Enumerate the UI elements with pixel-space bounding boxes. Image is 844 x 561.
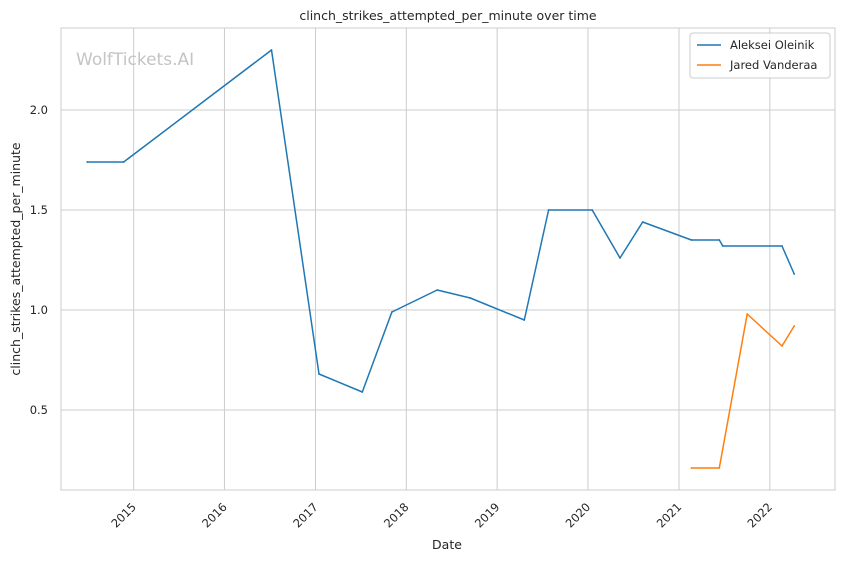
- data-point-aleksei-oleinik: [619, 257, 621, 259]
- data-point-jared-vanderaa: [690, 467, 693, 469]
- legend-label-jared-vanderaa: Jared Vanderaa: [729, 58, 817, 72]
- data-point-aleksei-oleinik: [718, 239, 721, 241]
- data-point-aleksei-oleinik: [523, 319, 526, 321]
- x-tick-label: 2015: [108, 500, 139, 531]
- data-point-aleksei-oleinik: [390, 311, 393, 313]
- series-line-aleksei-oleinik: [87, 49, 795, 393]
- x-tick-label: 2019: [472, 500, 503, 531]
- y-axis-title: clinch_strikes_attempted_per_minute: [8, 142, 23, 376]
- x-tick-label: 2018: [381, 500, 412, 531]
- x-gridlines: [133, 28, 771, 490]
- series-layer: [86, 49, 796, 469]
- data-point-aleksei-oleinik: [591, 209, 594, 211]
- data-point-aleksei-oleinik: [793, 273, 796, 275]
- y-tick-label: 2.0: [30, 103, 48, 117]
- x-tick-label: 2016: [199, 500, 230, 531]
- data-point-aleksei-oleinik: [469, 297, 472, 299]
- data-point-jared-vanderaa: [718, 467, 721, 469]
- x-tick-label: 2020: [563, 500, 594, 531]
- y-tick-label: 1.0: [30, 303, 48, 317]
- plot-frame: [60, 27, 836, 491]
- data-point-jared-vanderaa: [781, 345, 783, 347]
- y-tick-label: 1.5: [30, 203, 48, 217]
- watermark: WolfTickets.AI: [76, 50, 194, 70]
- x-tick-label: 2021: [654, 500, 685, 531]
- data-point-aleksei-oleinik: [361, 391, 364, 393]
- chart-title: clinch_strikes_attempted_per_minute over…: [299, 8, 597, 23]
- data-point-jared-vanderaa: [793, 325, 796, 327]
- data-point-aleksei-oleinik: [86, 161, 89, 163]
- legend: Aleksei Oleinik Jared Vanderaa: [689, 32, 831, 79]
- x-tick-label: 2022: [745, 500, 776, 531]
- data-point-aleksei-oleinik: [547, 209, 550, 211]
- data-point-aleksei-oleinik: [781, 245, 783, 247]
- y-gridlines: [61, 109, 835, 411]
- x-axis-title: Date: [432, 537, 462, 552]
- data-point-aleksei-oleinik: [641, 221, 644, 223]
- y-tick-label: 0.5: [30, 403, 48, 417]
- legend-label-aleksei-oleinik: Aleksei Oleinik: [730, 38, 815, 52]
- data-point-aleksei-oleinik: [721, 245, 724, 247]
- data-point-aleksei-oleinik: [122, 161, 125, 163]
- x-tick-label: 2017: [290, 500, 321, 531]
- y-tick-labels: 0.5 1.0 1.5 2.0: [30, 103, 48, 417]
- data-point-aleksei-oleinik: [690, 239, 693, 241]
- plot-area: [61, 28, 835, 490]
- x-tick-labels: 2015 2016 2017 2018 2019 2020 2021 2022: [108, 500, 775, 531]
- data-point-jared-vanderaa: [746, 313, 749, 315]
- data-point-aleksei-oleinik: [318, 373, 320, 375]
- legend-box: [689, 32, 831, 79]
- data-point-aleksei-oleinik: [270, 49, 273, 51]
- data-point-aleksei-oleinik: [436, 289, 439, 291]
